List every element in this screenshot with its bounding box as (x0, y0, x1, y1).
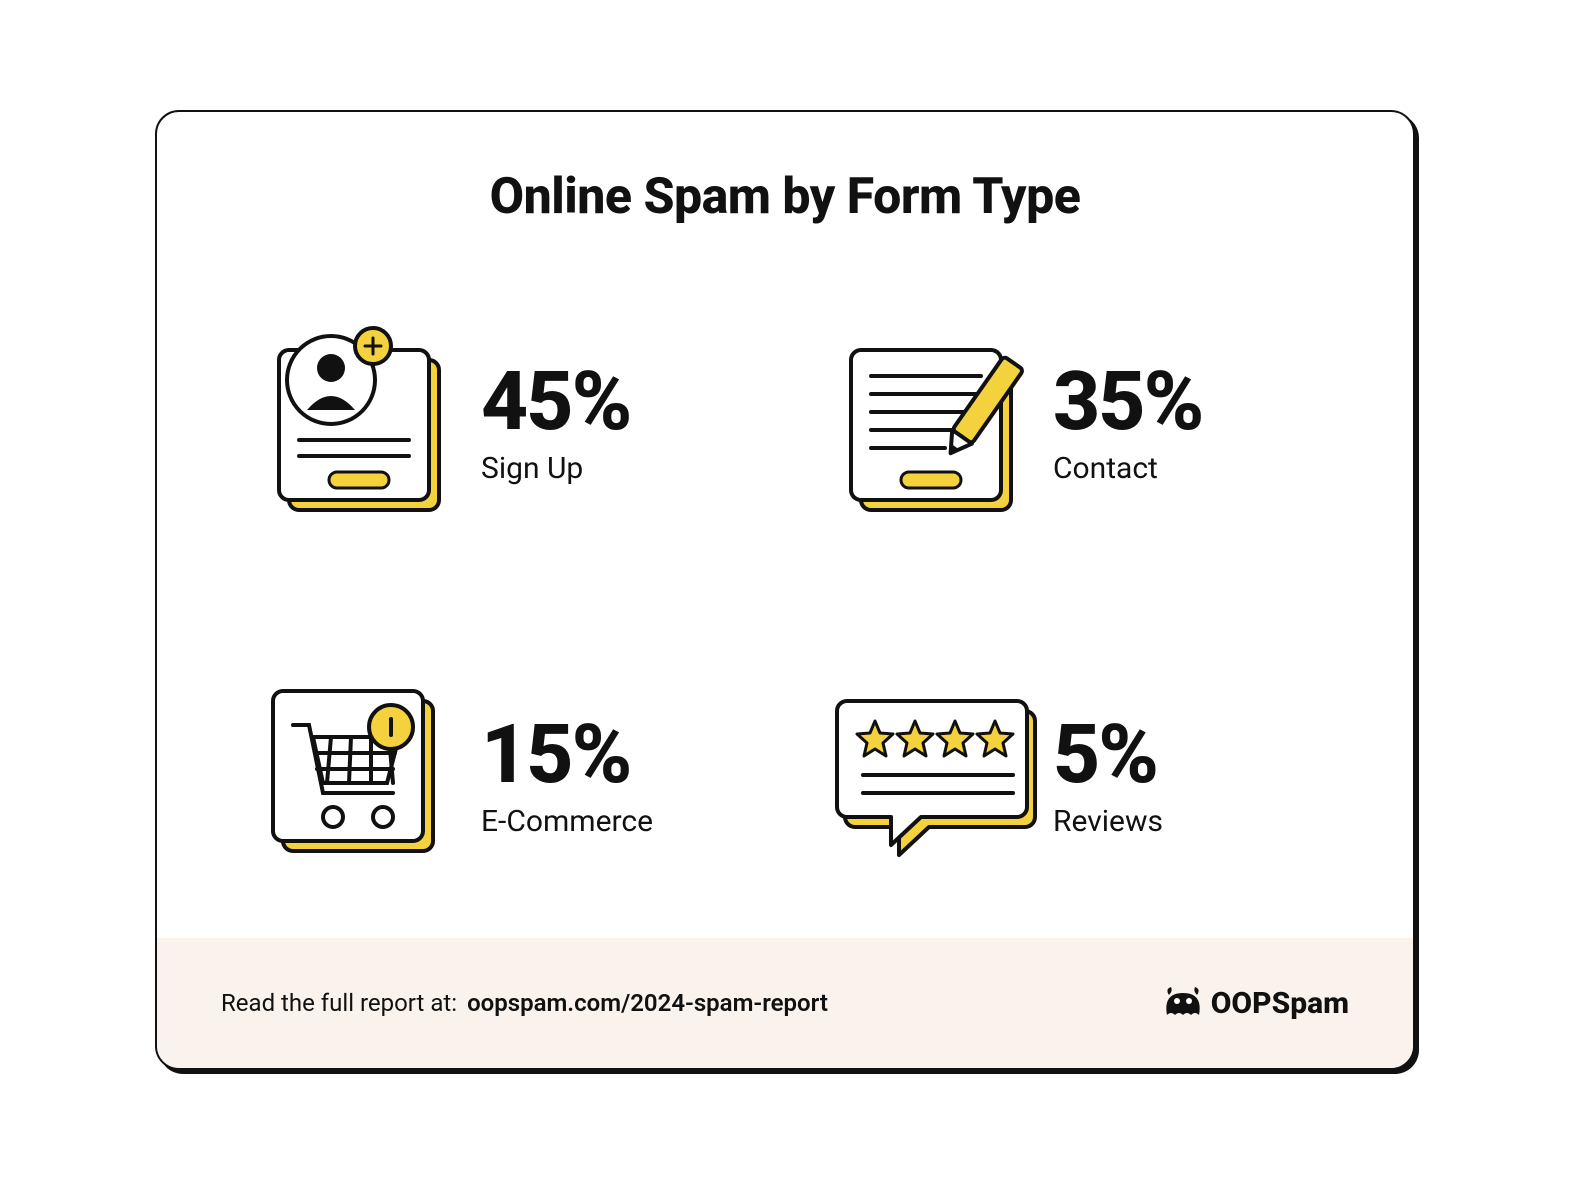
signup-icon (253, 324, 453, 524)
footer-text: Read the full report at: oopspam.com/202… (221, 989, 828, 1017)
stat-label: Reviews (1053, 804, 1163, 839)
stat-signup: 45% Sign Up (253, 282, 745, 565)
infographic-card: Online Spam by Form Type (155, 110, 1415, 1070)
stat-contact: 35% Contact (825, 282, 1317, 565)
stat-pct: 45% (481, 361, 630, 443)
ecommerce-icon (253, 677, 453, 877)
stat-label: Contact (1053, 451, 1202, 486)
stat-pct: 15% (481, 714, 653, 796)
stat-reviews: 5% Reviews (825, 635, 1317, 918)
brand-logo: OOPSpam (1161, 985, 1349, 1021)
stat-label: Sign Up (481, 451, 630, 486)
stats-grid: 45% Sign Up (253, 282, 1317, 918)
stat-text: 15% E-Commerce (481, 714, 653, 839)
contact-icon (825, 324, 1025, 524)
stat-pct: 35% (1053, 361, 1202, 443)
stat-label: E-Commerce (481, 804, 653, 839)
brand-name: OOPSpam (1211, 986, 1349, 1021)
stat-text: 5% Reviews (1053, 714, 1163, 839)
ghost-icon (1161, 985, 1205, 1021)
footer-prefix: Read the full report at: (221, 989, 457, 1017)
stat-text: 45% Sign Up (481, 361, 630, 486)
stat-ecommerce: 15% E-Commerce (253, 635, 745, 918)
stat-text: 35% Contact (1053, 361, 1202, 486)
page-title: Online Spam by Form Type (253, 168, 1317, 226)
content-area: Online Spam by Form Type (157, 112, 1413, 938)
stat-pct: 5% (1053, 714, 1163, 796)
footer-url: oopspam.com/2024-spam-report (467, 989, 828, 1017)
footer-bar: Read the full report at: oopspam.com/202… (157, 938, 1413, 1068)
reviews-icon (825, 677, 1025, 877)
